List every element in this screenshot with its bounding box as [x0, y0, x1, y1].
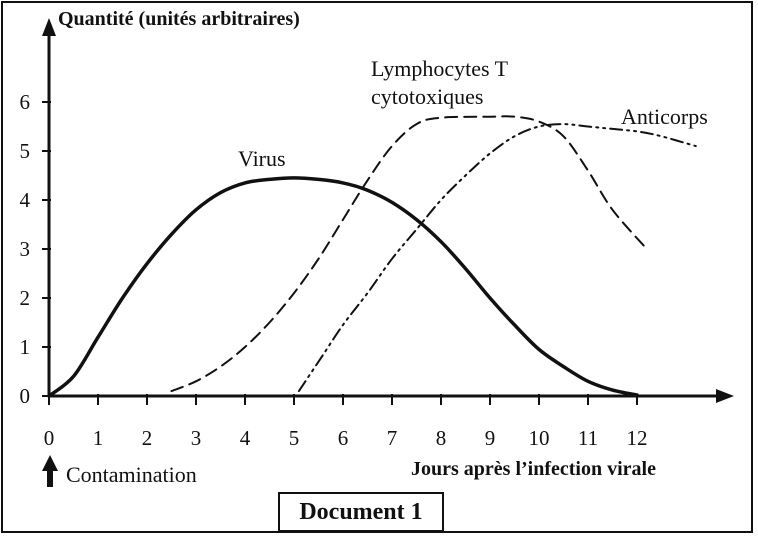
x-tick-label: 0	[44, 426, 55, 450]
x-tick-label: 3	[191, 426, 202, 450]
x-tick-label: 2	[142, 426, 153, 450]
x-tick-label: 12	[627, 426, 648, 450]
series-lines	[47, 115, 697, 398]
x-tick-label: 7	[387, 426, 398, 450]
series-line-virus	[47, 176, 639, 398]
y-tick-label: 0	[20, 384, 31, 408]
y-tick-label: 4	[20, 188, 31, 212]
document-caption: Document 1	[278, 492, 444, 532]
contamination-arrow-shaft	[47, 469, 53, 487]
y-axis-label: Quantité (unités arbitraires)	[58, 8, 300, 30]
x-axis-label: Jours après l’infection virale	[411, 458, 656, 480]
x-tick-label: 4	[240, 426, 251, 450]
x-tick-label: 11	[578, 426, 598, 450]
y-tick-label: 6	[20, 90, 31, 114]
series-label-anticorps: Anticorps	[621, 104, 708, 129]
x-tick-label: 8	[436, 426, 447, 450]
x-tick-label: 6	[338, 426, 349, 450]
x-tick-label: 5	[289, 426, 300, 450]
contamination-label: Contamination	[66, 462, 197, 487]
x-tick-label: 10	[529, 426, 550, 450]
contamination-arrow-head	[42, 455, 58, 471]
series-line-anticorps	[297, 123, 697, 393]
series-label-virus: Virus	[238, 146, 286, 171]
series-label-lymphocytes-line1: Lymphocytes T	[371, 56, 509, 81]
x-tick-label: 1	[93, 426, 104, 450]
series-label-lymphocytes-line2: cytotoxiques	[371, 84, 483, 109]
y-tick-label: 2	[20, 286, 31, 310]
x-tick-label: 9	[485, 426, 496, 450]
y-tick-label: 3	[20, 237, 31, 261]
y-axis-arrow	[42, 18, 56, 36]
y-tick-label: 1	[20, 335, 31, 359]
x-axis-arrow	[716, 389, 734, 403]
y-tick-label: 5	[20, 139, 31, 163]
series-line-lymphocytes-t	[170, 115, 648, 393]
